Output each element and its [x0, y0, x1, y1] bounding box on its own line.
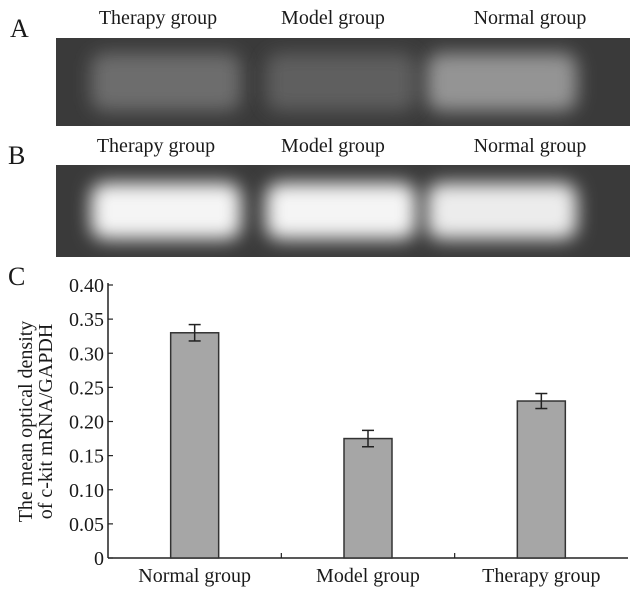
panel-a-band-3: [427, 53, 577, 111]
x-category-label-2: Model group: [316, 565, 420, 587]
y-axis-title-line-2: of c-kit mRNA/GAPDH: [35, 324, 57, 520]
x-category-label-3: Therapy group: [482, 565, 600, 587]
bar-3: [516, 400, 567, 559]
panel-b-letter: B: [8, 141, 26, 170]
y-axis-title-line-1: The mean optical density: [15, 321, 37, 523]
y-tick-label: 0.40: [69, 275, 104, 297]
y-tick-label: 0.10: [69, 480, 104, 502]
panel-b-band-1: [91, 183, 241, 239]
panel-b-lane-label-2: Model group: [281, 135, 385, 157]
panel-c-letter: C: [8, 262, 26, 291]
panel-a-lane-label-3: Normal group: [473, 7, 587, 29]
y-tick-label: 0.35: [69, 309, 104, 331]
x-category-label-1: Normal group: [138, 565, 251, 587]
y-tick-label: 0.20: [69, 412, 104, 434]
panel-a-lane-label-1: Therapy group: [98, 7, 218, 29]
y-tick-label: 0.05: [69, 514, 104, 536]
panel-b-lane-label-3: Normal group: [473, 135, 587, 157]
y-tick-label: 0.30: [69, 343, 104, 365]
bar-1: [169, 332, 220, 559]
panel-a-lane-label-2: Model group: [281, 7, 385, 29]
y-tick-label: 0: [94, 548, 104, 570]
panel-b-lane-label-1: Therapy group: [96, 135, 216, 157]
y-tick-label: 0.15: [69, 446, 104, 468]
panel-b-gel-image: [56, 165, 630, 257]
panel-a-letter: A: [10, 14, 29, 43]
panel-a-gel-image: [56, 38, 630, 126]
panel-a-band-1: [91, 53, 241, 111]
bar-2: [343, 437, 393, 559]
panel-a-band-2: [266, 53, 416, 111]
panel-b-band-2: [266, 183, 416, 239]
y-tick-label: 0.25: [69, 377, 104, 399]
bar-chart: 0 0.05 0.10 0.15 0.20 0.25 0.30 0.35 0.40 The mea…: [15, 275, 628, 587]
panel-b-band-3: [427, 183, 577, 239]
